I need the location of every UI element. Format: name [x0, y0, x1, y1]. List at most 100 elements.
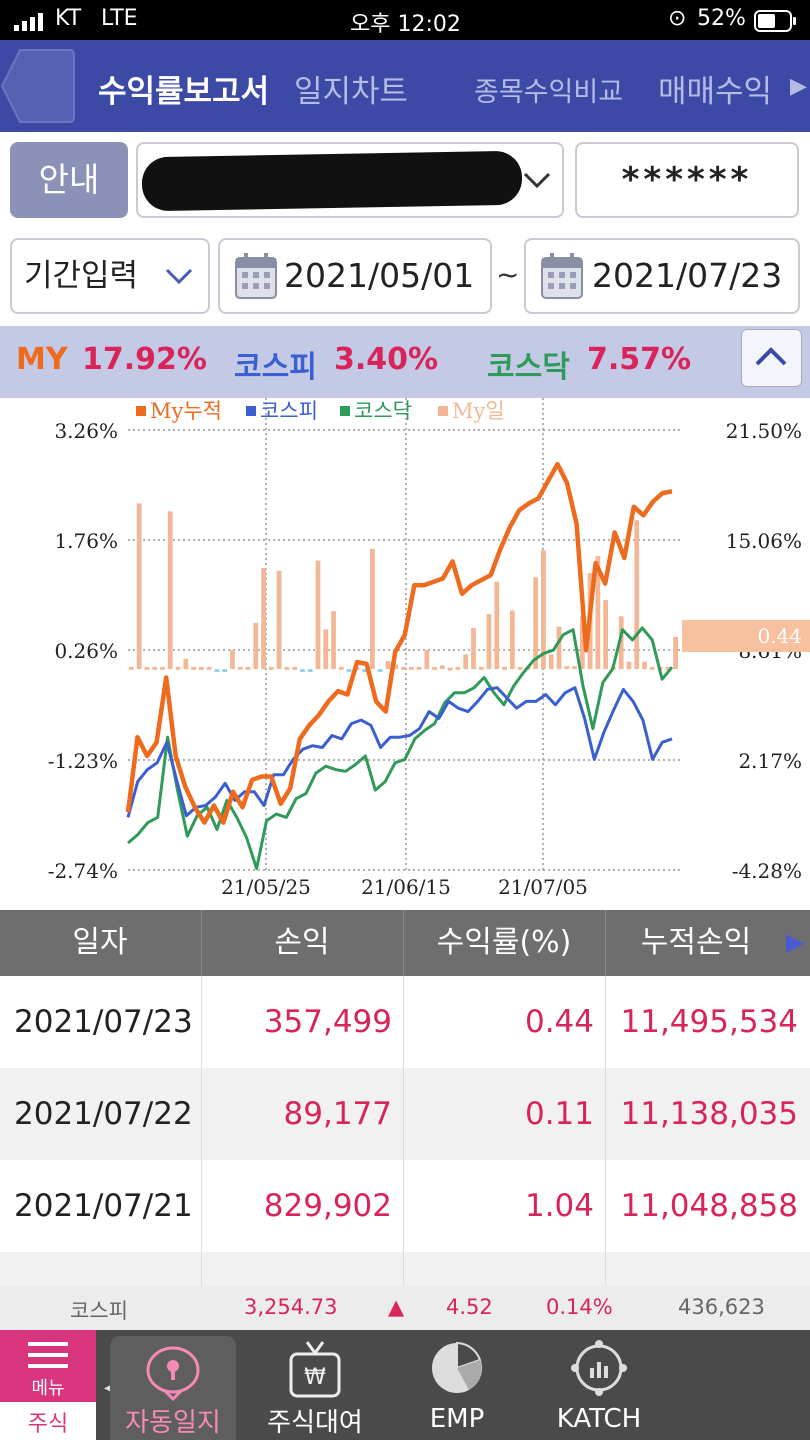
- kosdaq-line: [127, 626, 674, 871]
- daily-return-bar: [129, 666, 134, 670]
- signal-icon: [14, 12, 46, 37]
- table-row[interactable]: 2021/07/23 357,499 0.44 11,495,534: [0, 976, 810, 1068]
- daily-return-bar: [455, 666, 461, 670]
- daily-return-bar: [370, 548, 375, 670]
- cell-profit: 357,499: [263, 1004, 392, 1040]
- tab-stock-compare[interactable]: 종목수익비교: [474, 77, 624, 108]
- legend-label: 코스피: [260, 399, 318, 423]
- back-arrow-icon: [0, 49, 75, 123]
- hamburger-icon: [28, 1342, 68, 1368]
- left-axis-tick: 3.26%: [54, 419, 118, 443]
- ticker-price: 3,254.73: [244, 1295, 338, 1319]
- scroll-right-icon[interactable]: ▶: [790, 74, 807, 99]
- up-triangle-icon: ▲: [388, 1295, 405, 1319]
- cell-rate: 0.44: [524, 1004, 594, 1040]
- password-field[interactable]: ******: [575, 142, 799, 218]
- rotation-lock-icon: ⊙: [668, 6, 687, 31]
- end-date-field[interactable]: 2021/07/23: [524, 238, 800, 314]
- battery-icon: [754, 10, 798, 38]
- status-bar: KT LTE 오후 12:02 ⊙ 52%: [0, 0, 810, 40]
- period-mode-select[interactable]: 기간입력: [10, 238, 210, 314]
- redaction-mark: [141, 150, 523, 212]
- my-cumulative-line: [125, 461, 673, 825]
- tab-return-report[interactable]: 수익률보고서: [98, 74, 270, 110]
- scroll-right-icon[interactable]: ▶: [786, 928, 805, 956]
- daily-return-bar: [175, 666, 181, 670]
- kospi-return: 3.40%: [334, 342, 439, 377]
- daily-return-bar: [230, 650, 235, 670]
- daily-return-bar: [284, 666, 290, 670]
- menu-button[interactable]: 메뉴: [0, 1330, 96, 1402]
- back-button[interactable]: [0, 48, 78, 124]
- start-date-value: 2021/05/01: [284, 256, 475, 295]
- daily-return-bar: [494, 581, 500, 670]
- date-separator: ~: [496, 258, 520, 291]
- nav-katch[interactable]: KATCH: [536, 1336, 662, 1440]
- kospi-label: 코스피: [234, 350, 317, 385]
- guide-button[interactable]: 안내: [10, 142, 128, 218]
- tab-journal-chart[interactable]: 일지차트: [294, 74, 409, 110]
- daily-return-bar: [401, 666, 406, 670]
- col-header-rate[interactable]: 수익률(%): [436, 925, 572, 960]
- table-row[interactable]: 2021/07/21 829,902 1.04 11,048,858: [0, 1160, 810, 1252]
- kospi-line: [126, 686, 673, 818]
- table-row[interactable]: 2021/07/22 89,177 0.11 11,138,035: [0, 1068, 810, 1160]
- cell-cum-profit: 11,138,035: [620, 1096, 799, 1132]
- tv-won-icon: ₩: [289, 1341, 341, 1398]
- ticker-volume: 436,623: [678, 1295, 765, 1319]
- cell-date: 2021/07/21: [14, 1188, 193, 1224]
- daily-return-bar: [136, 503, 142, 670]
- nav-label: KATCH: [556, 1404, 642, 1434]
- left-arrow-icon: ◀: [104, 1380, 115, 1396]
- legend-label: My일: [452, 399, 505, 423]
- daily-return-bar: [346, 669, 352, 673]
- x-axis-tick: 21/06/15: [361, 875, 451, 899]
- right-axis-tick: 21.50%: [726, 419, 802, 443]
- return-summary: MY 17.92% 코스피 3.40% 코스닥 7.57%: [0, 326, 810, 398]
- daily-return-bar: [338, 666, 344, 670]
- col-header-date[interactable]: 일자: [72, 925, 128, 960]
- table-row-partial[interactable]: [0, 1252, 810, 1286]
- bottom-navigation: 메뉴 주식 ◀ 자동일지 ₩ 주식대여 EMP KATCH: [0, 1330, 810, 1440]
- daily-return-bar: [564, 666, 570, 670]
- daily-return-bar: [509, 610, 515, 670]
- legend-swatch: [246, 406, 256, 416]
- collapse-button[interactable]: [741, 329, 802, 387]
- chevron-down-icon: [164, 244, 194, 316]
- tab-trade-profit[interactable]: 매매수익: [658, 74, 773, 110]
- stock-category-button[interactable]: 주식: [0, 1402, 96, 1440]
- daily-return-bar: [408, 666, 414, 670]
- daily-return-bar: [331, 611, 336, 670]
- nav-auto-journal[interactable]: 자동일지: [110, 1336, 236, 1440]
- legend-swatch: [340, 406, 350, 416]
- col-header-profit[interactable]: 손익: [274, 925, 330, 960]
- table-body: 2021/07/23 357,499 0.44 11,495,534 2021/…: [0, 976, 810, 1286]
- daily-return-bar: [618, 616, 624, 670]
- daily-return-bar: [424, 650, 430, 670]
- daily-return-bar: [478, 666, 484, 670]
- nav-stock-lending[interactable]: ₩ 주식대여: [252, 1336, 378, 1440]
- kosdaq-label: 코스닥: [487, 350, 570, 385]
- index-ticker[interactable]: 코스피 3,254.73 ▲ 4.52 0.14% 436,623: [0, 1286, 810, 1330]
- daily-return-bar: [595, 556, 601, 670]
- daily-return-bar: [665, 666, 671, 670]
- daily-return-bar: [533, 577, 539, 670]
- battery-percent: 52%: [697, 6, 746, 31]
- daily-return-bar: [486, 614, 492, 670]
- daily-return-bar: [642, 661, 647, 670]
- end-date-value: 2021/07/23: [592, 256, 783, 295]
- daily-return-bar: [191, 666, 196, 670]
- daily-return-bar: [471, 628, 476, 670]
- last-value-label: 0.44: [757, 624, 802, 648]
- return-chart[interactable]: 3.26%21.50%1.76%15.06%0.26%8.61%-1.23%2.…: [0, 398, 810, 910]
- svg-text:₩: ₩: [304, 1365, 326, 1390]
- daily-return-bar: [307, 669, 313, 673]
- col-header-cum-profit[interactable]: 누적손익: [640, 925, 752, 960]
- account-select[interactable]: [136, 142, 564, 218]
- cell-profit: 89,177: [283, 1096, 392, 1132]
- nav-emp[interactable]: EMP: [394, 1336, 520, 1440]
- pie-chart-icon: [432, 1341, 482, 1393]
- legend-label: My누적: [150, 399, 222, 423]
- my-return: 17.92%: [82, 342, 207, 377]
- start-date-field[interactable]: 2021/05/01: [218, 238, 492, 314]
